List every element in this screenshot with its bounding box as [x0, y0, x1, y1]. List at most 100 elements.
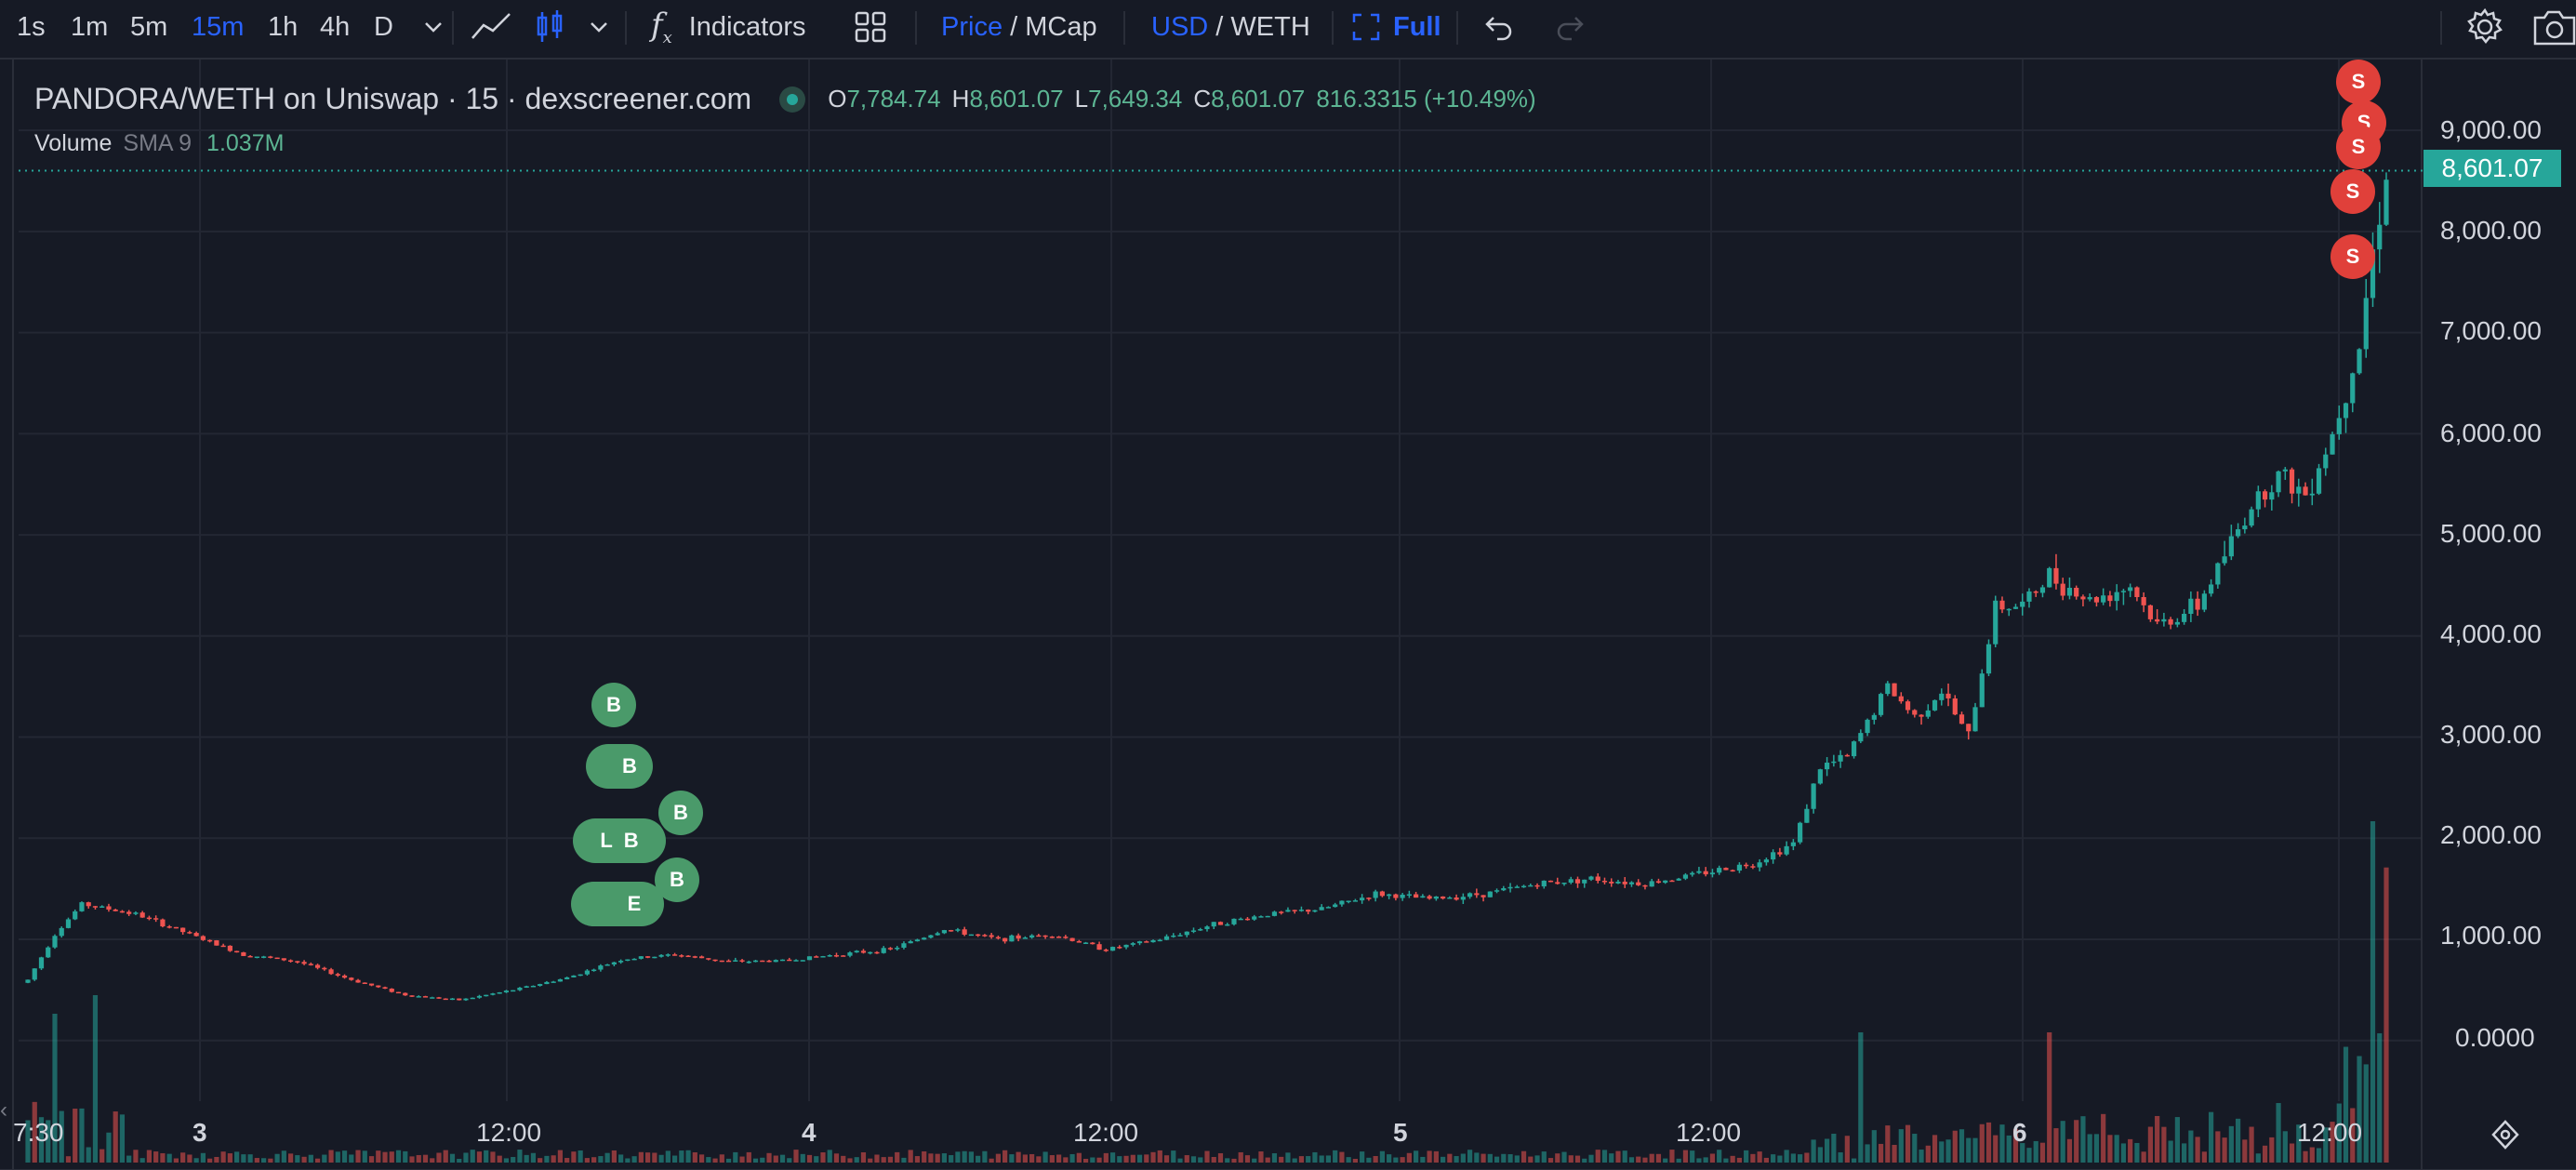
candle-body	[1798, 822, 1803, 843]
currency-toggle[interactable]: USD / WETH	[1151, 0, 1310, 54]
sell-marker[interactable]: S	[2336, 125, 2381, 169]
volume-bar	[46, 1120, 51, 1163]
volume-bar	[901, 1157, 907, 1163]
price-axis-label: 4,000.00	[2440, 619, 2542, 648]
volume-bar	[160, 1152, 166, 1163]
fullscreen-button[interactable]: Full	[1352, 0, 1441, 54]
timeframe-1h[interactable]: 1h	[268, 11, 299, 42]
candle-body	[895, 947, 900, 950]
candlestick-icon[interactable]	[536, 0, 564, 54]
volume-bar	[1366, 1157, 1372, 1163]
volume-bar	[65, 1156, 72, 1163]
weth-option[interactable]: WETH	[1230, 11, 1310, 42]
volume-bar	[1042, 1151, 1048, 1163]
candle-body	[1939, 693, 1945, 700]
candle-body	[2188, 598, 2194, 615]
candle-body	[214, 940, 219, 946]
price-axis-label: 8,000.00	[2440, 216, 2542, 245]
price-mcap-toggle[interactable]: Price / MCap	[941, 0, 1097, 54]
redo-icon[interactable]	[1553, 0, 1587, 54]
volume-bar	[2209, 1111, 2214, 1163]
timeframe-5m[interactable]: 5m	[130, 11, 168, 42]
buy-marker[interactable]: B	[658, 791, 703, 835]
buy-marker-group[interactable]: L B	[573, 818, 666, 863]
volume-bar	[712, 1158, 718, 1163]
volume-bar	[1763, 1157, 1769, 1163]
volume-bar	[1433, 1150, 1439, 1163]
mcap-option[interactable]: MCap	[1025, 11, 1097, 42]
candle-body	[1858, 733, 1864, 742]
volume-bar	[841, 1155, 846, 1163]
volume-bar	[1636, 1156, 1641, 1163]
volume-bar	[1003, 1150, 1008, 1163]
volume-bar	[1744, 1150, 1749, 1163]
layout-grid-icon[interactable]	[854, 0, 887, 54]
candle-body	[362, 982, 367, 984]
candle-body	[1615, 881, 1621, 884]
candle-body	[685, 955, 691, 958]
candle-body	[1252, 916, 1257, 920]
timeframe-d[interactable]: D	[374, 11, 393, 42]
timeframe-1s[interactable]: 1s	[17, 11, 46, 42]
volume-bar	[153, 1151, 159, 1163]
timeframe-4h[interactable]: 4h	[320, 11, 351, 42]
volume-bar	[1022, 1154, 1028, 1163]
gear-icon[interactable]	[2464, 0, 2505, 54]
scroll-left-icon[interactable]: ‹	[0, 1097, 7, 1123]
volume-bar	[2316, 1148, 2322, 1163]
volume-bar	[1898, 1129, 1904, 1163]
volume-bar	[551, 1155, 556, 1163]
price-chart[interactable]	[0, 60, 2576, 1170]
candle-body	[2357, 349, 2362, 374]
candle-body	[1279, 911, 1284, 913]
volume-bar	[1211, 1156, 1216, 1163]
sell-marker[interactable]: S	[2330, 234, 2375, 279]
chart-canvas[interactable]	[0, 60, 2576, 1170]
candle-body	[854, 951, 859, 953]
candle-body	[1669, 880, 1675, 883]
candle-body	[733, 960, 738, 962]
candle-body	[1804, 808, 1810, 823]
candle-body	[1568, 879, 1573, 884]
camera-icon[interactable]	[2531, 0, 2576, 54]
buy-marker[interactable]: B	[591, 683, 636, 727]
chevron-down-icon[interactable]	[580, 0, 617, 54]
auto-scale-icon[interactable]	[2489, 1118, 2522, 1156]
volume-bar	[261, 1158, 267, 1163]
undo-icon[interactable]	[1482, 0, 1516, 54]
candle-body	[2120, 591, 2127, 592]
usd-option[interactable]: USD	[1151, 11, 1209, 42]
indicators-button[interactable]: fx Indicators	[651, 0, 805, 54]
volume-bar	[1925, 1145, 1931, 1163]
volume-bar	[779, 1154, 786, 1163]
candle-body	[32, 968, 37, 980]
candle-body	[773, 960, 778, 963]
volume-bar	[436, 1152, 442, 1163]
chevron-down-icon[interactable]	[415, 0, 452, 54]
volume-bar	[1494, 1156, 1500, 1163]
price-option[interactable]: Price	[941, 11, 1003, 42]
volume-bar	[1123, 1155, 1129, 1163]
buy-marker[interactable]: B	[655, 858, 699, 902]
candle-body	[2174, 621, 2180, 625]
timeframe-15m[interactable]: 15m	[192, 11, 245, 42]
volume-bar	[1932, 1135, 1938, 1163]
pill-e-label: E	[627, 892, 642, 915]
candle-body	[1109, 947, 1116, 951]
volume-bar	[376, 1150, 381, 1163]
sell-marker[interactable]: S	[2330, 169, 2375, 214]
volume-bar	[564, 1158, 570, 1163]
candle-body	[1690, 872, 1695, 875]
volume-bar	[1171, 1150, 1176, 1163]
line-chart-icon[interactable]	[469, 0, 513, 54]
volume-bar	[2289, 1143, 2295, 1163]
timeframe-1m[interactable]: 1m	[71, 11, 109, 42]
volume-bar	[1271, 1153, 1278, 1163]
buy-marker-group[interactable]: B	[586, 744, 653, 789]
volume-bar	[2087, 1134, 2092, 1163]
volume-bar	[234, 1151, 240, 1163]
candle-body	[725, 960, 732, 963]
buy-marker-group[interactable]: E	[571, 882, 664, 926]
sell-marker[interactable]: S	[2336, 60, 2381, 104]
volume-bar	[1649, 1153, 1654, 1163]
